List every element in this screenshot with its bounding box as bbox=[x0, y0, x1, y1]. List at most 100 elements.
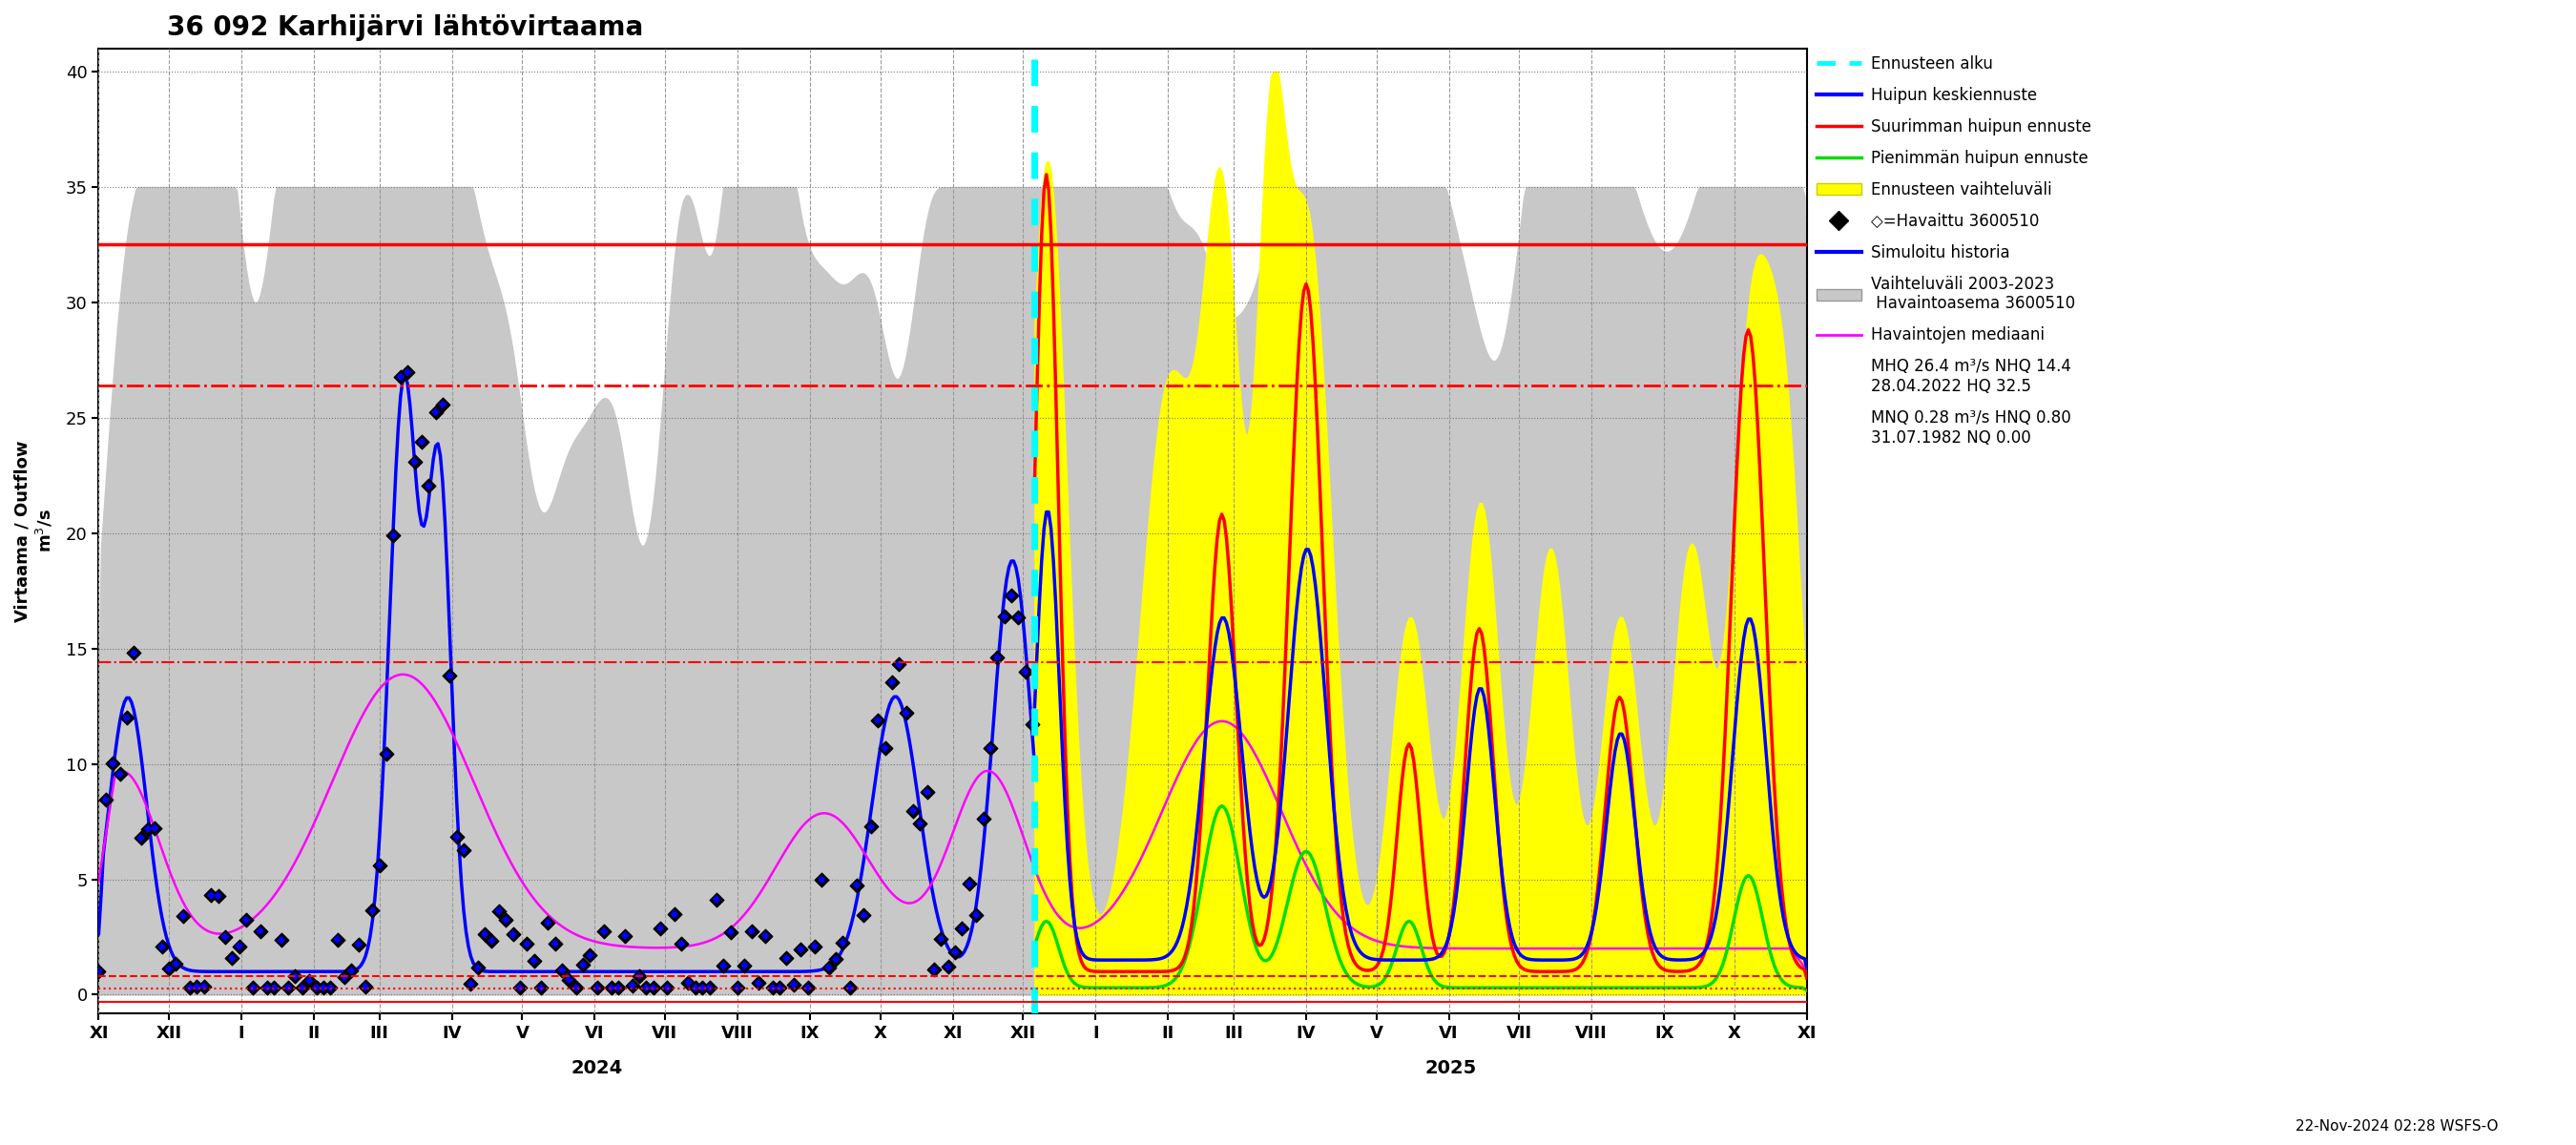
Point bbox=[113, 643, 155, 662]
Point bbox=[353, 901, 394, 919]
Point bbox=[793, 937, 835, 955]
Point bbox=[618, 966, 659, 985]
Point bbox=[379, 368, 420, 386]
Point bbox=[765, 949, 806, 968]
Point bbox=[204, 927, 245, 946]
Point bbox=[435, 828, 477, 846]
Point bbox=[886, 704, 927, 722]
Point bbox=[850, 818, 891, 836]
Point bbox=[162, 907, 204, 925]
Point bbox=[227, 910, 268, 929]
Point bbox=[703, 957, 744, 976]
Point bbox=[289, 971, 330, 989]
Point bbox=[492, 925, 533, 943]
Point bbox=[211, 949, 252, 968]
Point bbox=[871, 673, 912, 692]
Point bbox=[85, 790, 126, 808]
Text: 2024: 2024 bbox=[572, 1059, 623, 1077]
Point bbox=[113, 643, 155, 662]
Point bbox=[659, 934, 701, 953]
Point bbox=[809, 958, 850, 977]
Point bbox=[822, 933, 863, 951]
Point bbox=[533, 934, 574, 953]
Text: 2025: 2025 bbox=[1425, 1059, 1476, 1077]
Point bbox=[402, 433, 443, 451]
Point bbox=[626, 979, 667, 997]
Point bbox=[232, 979, 273, 997]
Point bbox=[914, 961, 956, 979]
Point bbox=[528, 914, 569, 932]
Point bbox=[77, 962, 118, 980]
Point bbox=[675, 979, 716, 997]
Point bbox=[891, 802, 933, 820]
Point bbox=[296, 979, 337, 997]
Point bbox=[814, 950, 855, 969]
Point bbox=[737, 974, 778, 993]
Point bbox=[415, 403, 456, 421]
Point bbox=[126, 820, 167, 838]
Point bbox=[711, 923, 752, 941]
Point bbox=[106, 709, 147, 727]
Point bbox=[569, 946, 611, 964]
Point bbox=[667, 973, 708, 992]
Point bbox=[126, 820, 167, 838]
Point bbox=[577, 979, 618, 997]
Point bbox=[443, 842, 484, 860]
Point bbox=[191, 886, 232, 905]
Point bbox=[871, 673, 912, 692]
Point bbox=[866, 739, 907, 757]
Point bbox=[134, 819, 175, 837]
Point bbox=[430, 666, 471, 685]
Point bbox=[379, 368, 420, 386]
Point bbox=[198, 886, 240, 905]
Point bbox=[422, 395, 464, 413]
Point bbox=[842, 906, 884, 924]
Point bbox=[711, 923, 752, 941]
Point bbox=[675, 979, 716, 997]
Point bbox=[634, 979, 675, 997]
Point bbox=[541, 961, 582, 979]
Point bbox=[1012, 714, 1054, 733]
Point bbox=[569, 946, 611, 964]
Point bbox=[935, 943, 976, 962]
Point bbox=[260, 931, 301, 949]
Point bbox=[752, 979, 793, 997]
Point bbox=[793, 937, 835, 955]
Point bbox=[549, 971, 590, 989]
Point bbox=[997, 608, 1038, 626]
Point bbox=[121, 829, 162, 847]
Point bbox=[415, 403, 456, 421]
Point bbox=[809, 958, 850, 977]
Point bbox=[211, 949, 252, 968]
Point bbox=[634, 979, 675, 997]
Point bbox=[507, 935, 549, 954]
Point bbox=[240, 922, 281, 940]
Point bbox=[605, 926, 647, 945]
Y-axis label: Virtaama / Outflow
m$^3$/s: Virtaama / Outflow m$^3$/s bbox=[15, 440, 54, 622]
Point bbox=[430, 666, 471, 685]
Point bbox=[374, 527, 415, 545]
Point bbox=[611, 977, 652, 995]
Point bbox=[688, 979, 729, 997]
Point bbox=[155, 955, 196, 973]
Point bbox=[549, 971, 590, 989]
Point bbox=[744, 926, 786, 945]
Point bbox=[464, 925, 505, 943]
Point bbox=[149, 960, 191, 978]
Point bbox=[402, 433, 443, 451]
Point bbox=[247, 979, 289, 997]
Point bbox=[732, 922, 773, 940]
Point bbox=[98, 765, 139, 783]
Point bbox=[296, 979, 337, 997]
Point bbox=[309, 979, 350, 997]
Point bbox=[443, 842, 484, 860]
Point bbox=[781, 940, 822, 958]
Point bbox=[716, 979, 757, 997]
Point bbox=[500, 979, 541, 997]
Point bbox=[374, 527, 415, 545]
Point bbox=[920, 930, 961, 948]
Point bbox=[639, 919, 680, 938]
Point bbox=[577, 979, 618, 997]
Point bbox=[781, 940, 822, 958]
Point bbox=[149, 960, 191, 978]
